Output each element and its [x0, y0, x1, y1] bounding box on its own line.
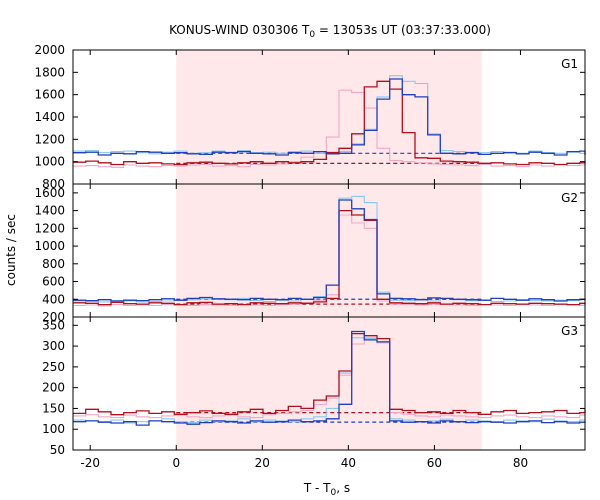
y-tick-label: 200 [42, 381, 65, 395]
y-tick-label: 50 [50, 443, 65, 457]
y-tick-label: 100 [42, 422, 65, 436]
x-label-main: T - T [303, 481, 331, 495]
chart-panels: 800100012001400160018002000G120040060080… [34, 43, 586, 470]
chart-title: KONUS-WIND 030306 T0 = 13053s UT (03:37:… [169, 23, 491, 40]
x-axis-label: T - T0, s [303, 481, 350, 498]
title-main: KONUS-WIND 030306 T [169, 23, 310, 37]
y-tick-label: 2000 [34, 43, 65, 57]
x-tick-label: 60 [427, 456, 442, 470]
shaded-interval [176, 184, 482, 317]
y-tick-label: 800 [42, 257, 65, 271]
panel-g3: 50 100 150 200 250 300 350 G3 -20 0 20 40 60 80 [42, 316, 586, 470]
panel-frame [72, 316, 586, 451]
title-rest: = 13053s UT (03:37:33.000) [315, 23, 491, 37]
panel-g1: 800 1000 1200 1400 1600 1800 2000 G1 [34, 43, 586, 191]
y-tick-label: 350 [42, 318, 65, 332]
y-tick-label: 1000 [34, 239, 65, 253]
title-subscript: 0 [309, 30, 315, 40]
x-tick-label: -20 [80, 456, 100, 470]
y-tick-label: 800 [42, 177, 65, 191]
y-tick-label: 150 [42, 401, 65, 415]
y-tick-label: 1200 [34, 132, 65, 146]
y-tick-label: 300 [42, 339, 65, 353]
y-axis-label: counts / sec [4, 214, 18, 286]
x-label-subscript: 0 [331, 488, 337, 498]
y-tick-label: 1200 [34, 221, 65, 235]
shaded-interval [176, 317, 482, 450]
panel-label: G1 [561, 57, 578, 71]
series-pink [73, 337, 586, 419]
y-tick-label: 1000 [34, 155, 65, 169]
panel-g2: 200 400 600 800 1000 1200 1400 1600 G2 [34, 183, 586, 324]
series-dark-blue [73, 199, 586, 302]
panel-label: G2 [561, 191, 578, 205]
y-tick-label: 1600 [34, 186, 65, 200]
series-dark-blue [73, 78, 586, 156]
y-tick-label: 600 [42, 275, 65, 289]
x-label-rest: , s [336, 481, 350, 495]
y-tick-label: 250 [42, 360, 65, 374]
x-tick-label: 0 [172, 456, 180, 470]
x-tick-label: 40 [341, 456, 356, 470]
y-tick-label: 1600 [34, 88, 65, 102]
panel-label: G3 [561, 324, 578, 338]
series-dark-blue [73, 330, 586, 426]
shaded-interval [176, 50, 482, 184]
x-tick-label: 20 [255, 456, 270, 470]
y-tick-label: 1400 [34, 110, 65, 124]
y-tick-label: 400 [42, 292, 65, 306]
y-tick-label: 1400 [34, 204, 65, 218]
y-tick-label: 1800 [34, 65, 65, 79]
y-tick-label: 200 [42, 310, 65, 324]
x-tick-label: 80 [513, 456, 528, 470]
